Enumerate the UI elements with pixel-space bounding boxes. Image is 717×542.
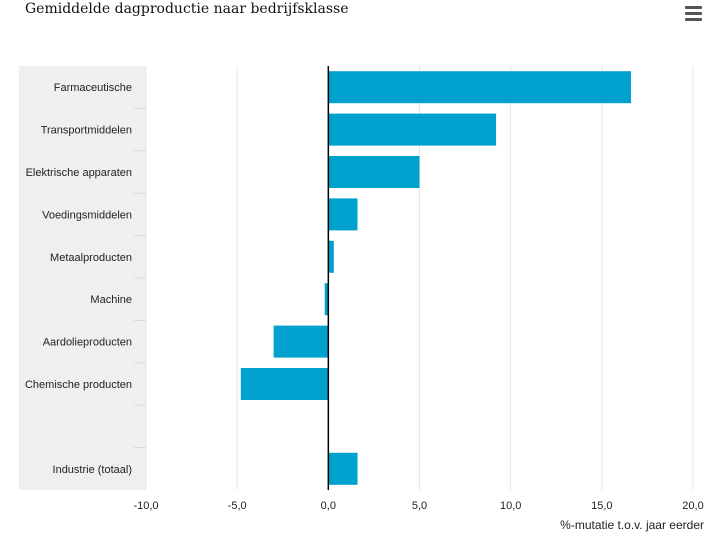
bar[interactable] (324, 283, 329, 316)
x-tick-label: 20,0 (682, 500, 703, 512)
bar[interactable] (240, 368, 329, 400)
tick-labels: -10,0 -5,0 0,0 5,0 10,0 15,0 20,0 (133, 500, 703, 512)
bars (240, 71, 632, 485)
category-label: Voedingsmiddelen (42, 209, 132, 221)
hamburger-icon[interactable] (685, 6, 702, 21)
chart-title: Gemiddelde dagproductie naar bedrijfskla… (25, 1, 349, 17)
x-axis-title: %-mutatie t.o.v. jaar eerder (560, 518, 704, 532)
x-tick-label: 15,0 (591, 500, 612, 512)
bar[interactable] (328, 452, 358, 485)
category-label-band (19, 66, 146, 490)
bar[interactable] (328, 71, 632, 104)
x-tick-label: 0,0 (321, 500, 336, 512)
category-label: Farmaceutische (54, 82, 132, 94)
category-label: Transportmiddelen (41, 125, 132, 137)
bar[interactable] (328, 240, 334, 273)
category-label: Aardolieproducten (43, 337, 132, 349)
x-tick-label: 10,0 (500, 500, 521, 512)
x-tick-label: -10,0 (133, 500, 158, 512)
bar[interactable] (328, 156, 420, 188)
bar[interactable] (273, 325, 329, 358)
category-label: Metaalproducten (50, 252, 132, 264)
bar[interactable] (328, 198, 358, 231)
category-labels: Farmaceutische Transportmiddelen Elektrisc… (25, 82, 146, 476)
category-label: Chemische producten (25, 379, 132, 391)
category-label: Machine (90, 294, 132, 306)
bar[interactable] (328, 113, 497, 146)
category-label: Elektrische apparaten (26, 167, 132, 179)
x-tick-label: 5,0 (412, 500, 427, 512)
x-tick-label: -5,0 (228, 500, 247, 512)
category-label: Industrie (totaal) (53, 464, 132, 476)
